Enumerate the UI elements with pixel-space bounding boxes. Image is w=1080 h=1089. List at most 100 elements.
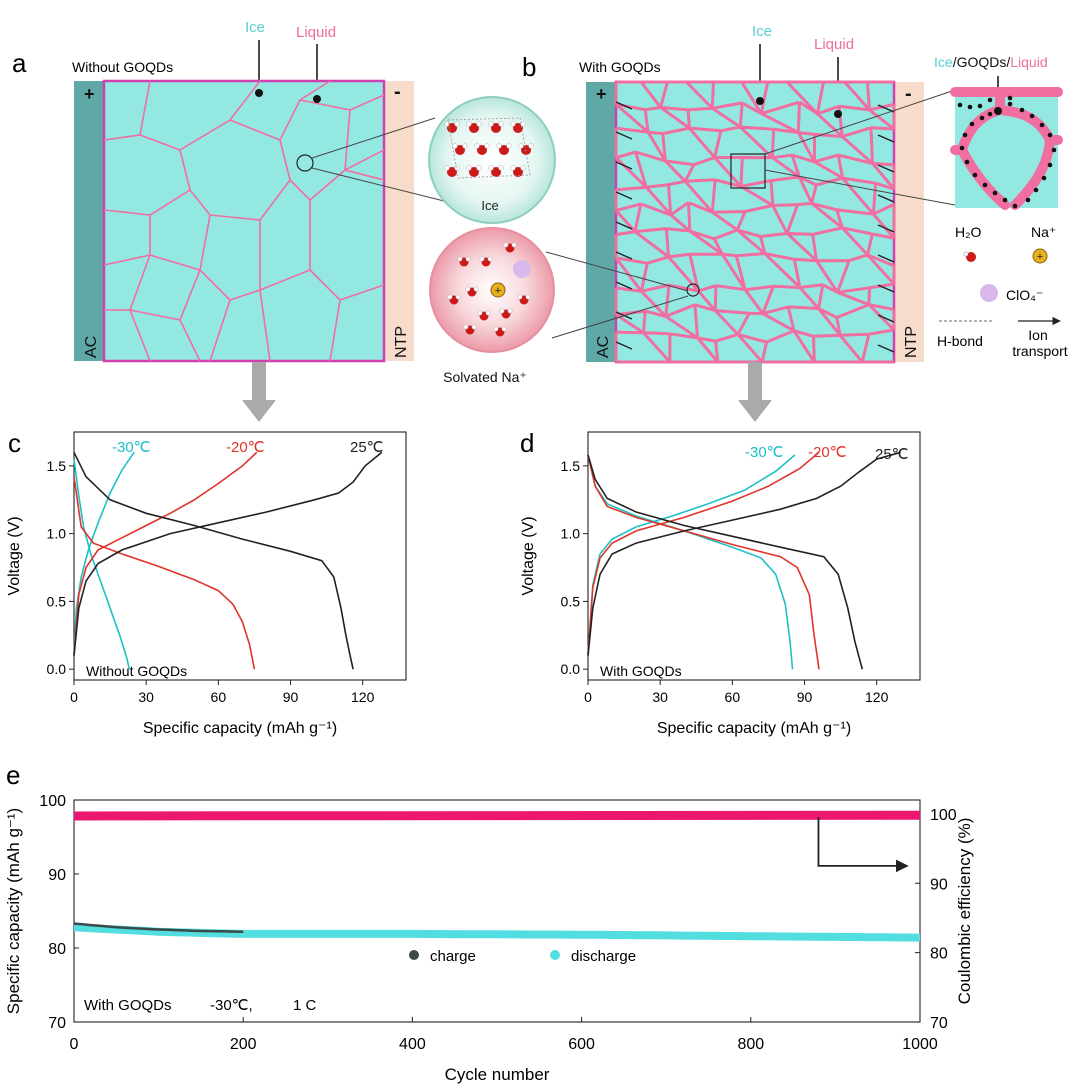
ice-zoom-caption: Ice <box>481 198 498 213</box>
panel-b-ntp-label: NTP <box>903 326 920 358</box>
panel-b-schematic: With GOQDs Ice Liquid + - AC NTP <box>545 23 956 364</box>
y-tick-label: 0.0 <box>561 661 581 677</box>
x-tick-label: 600 <box>568 1036 595 1053</box>
solvated-na-circle: + <box>429 227 555 353</box>
plot-frame <box>73 431 407 681</box>
x-tick-label: 60 <box>211 689 227 705</box>
y-axis-label: Voltage (V) <box>6 516 23 595</box>
panel-b-ice-label: Ice <box>752 23 772 40</box>
plot-frame <box>587 431 921 681</box>
charge-series <box>73 922 244 933</box>
x-axis-label: Cycle number <box>445 1065 550 1084</box>
gray-arrow-b <box>738 362 772 422</box>
y-tick-label: 1.0 <box>47 526 67 542</box>
y-tick-label: 1.5 <box>47 458 67 474</box>
panel-a-ntp-electrode <box>384 81 414 361</box>
chart-annotation: Without GOQDs <box>86 663 187 679</box>
y-tick-label: 90 <box>48 867 66 884</box>
legend-charge-label: charge <box>430 948 476 965</box>
ce-axis-arrow <box>817 817 909 873</box>
x-tick-label: 90 <box>797 689 813 705</box>
series-label: -30℃ <box>745 444 784 461</box>
y2-tick-label: 80 <box>930 946 948 963</box>
panel-a-plus: + <box>84 84 95 104</box>
panel-b-title: With GOQDs <box>579 59 661 75</box>
panel-letter-a: a <box>12 48 27 78</box>
panel-a-minus: - <box>394 81 401 103</box>
y-tick-label: 0.5 <box>47 593 67 609</box>
gray-arrow-a <box>242 362 276 422</box>
series-label: -20℃ <box>226 439 265 456</box>
series-label: -30℃ <box>112 439 151 456</box>
x-tick-label: 60 <box>725 689 741 705</box>
y-tick-label: 0.0 <box>47 661 67 677</box>
legend-h2o: H₂O <box>955 224 982 240</box>
x-tick-label: 1000 <box>902 1036 938 1053</box>
series-label: 25℃ <box>350 439 384 456</box>
series-discharge-line <box>73 458 131 670</box>
y-tick-label: 80 <box>48 941 66 958</box>
panel-a-title: Without GOQDs <box>72 59 173 75</box>
legend-charge-marker <box>409 950 419 960</box>
panel-letter-d: d <box>520 428 534 458</box>
legend-clo4: ClO₄⁻ <box>1006 287 1043 303</box>
panel-b-liquid-label: Liquid <box>814 36 854 53</box>
svg-text:+: + <box>495 285 501 297</box>
y-axis-label: Specific capacity (mAh g⁻¹) <box>4 808 23 1014</box>
panel-letter-c: c <box>8 428 21 458</box>
panel-a-liquid-label: Liquid <box>296 24 336 41</box>
legend-ion-1: Ion <box>1028 327 1047 343</box>
series-charge-line <box>587 454 796 656</box>
x-tick-label: 120 <box>351 689 375 705</box>
y-tick-label: 1.5 <box>561 458 581 474</box>
series-charge-line <box>587 451 820 656</box>
series-discharge-line <box>587 454 820 670</box>
panel-b-ntp-electrode <box>894 82 924 362</box>
schematic-legend: H₂O Na⁺ + ClO₄⁻ H-bond Ion transport <box>937 224 1068 359</box>
panel-b-ac-electrode <box>586 82 616 362</box>
chart-e: 0 200 400 600 800 1000 70 80 90 100 70 80 90 100 Cycle… <box>4 793 974 1084</box>
x-tick-label: 0 <box>584 689 592 705</box>
x-tick-label: 0 <box>70 1036 79 1053</box>
solvated-na-caption: Solvated Na⁺ <box>443 369 527 385</box>
legend-ion-2: transport <box>1012 343 1067 359</box>
y2-axis-label: Coulombic efficiency (%) <box>955 818 974 1005</box>
x-axis-label: Specific capacity (mAh g⁻¹) <box>143 720 337 737</box>
x-tick-label: 200 <box>230 1036 257 1053</box>
panel-b-electrolyte <box>614 80 896 364</box>
x-tick-label: 30 <box>652 689 668 705</box>
panel-a-schematic: Without GOQDs Ice Liquid + - AC NTP <box>72 19 449 363</box>
x-tick-label: 0 <box>70 689 78 705</box>
series-discharge-line <box>587 454 794 670</box>
ice-zoom-circle: Ice <box>428 96 556 224</box>
y-tick-label: 0.5 <box>561 593 581 609</box>
panel-a-ac-electrode <box>74 81 104 361</box>
annotation-goqds: With GOQDs <box>84 997 172 1014</box>
x-tick-label: 30 <box>138 689 154 705</box>
y-tick-label: 100 <box>39 793 66 810</box>
series-discharge-line <box>587 454 864 670</box>
y2-tick-label: 100 <box>930 807 957 824</box>
x-tick-label: 90 <box>283 689 299 705</box>
series-charge-line <box>587 451 902 656</box>
panel-a-grain-boundaries <box>103 80 385 362</box>
y-axis-label: Voltage (V) <box>520 516 537 595</box>
panel-b-ac-label: AC <box>595 336 612 358</box>
y2-tick-label: 70 <box>930 1015 948 1032</box>
plot-frame <box>73 799 921 1023</box>
chart-d: 0 30 60 90 120 0.0 0.5 1.0 1.5 Specific capacity … <box>520 431 921 737</box>
x-tick-label: 120 <box>865 689 889 705</box>
x-tick-label: 400 <box>399 1036 426 1053</box>
panel-letter-e: e <box>6 760 20 790</box>
ce-series <box>73 810 921 821</box>
x-axis-label: Specific capacity (mAh g⁻¹) <box>657 720 851 737</box>
annotation-rate: 1 C <box>293 997 317 1014</box>
panel-a-ice-label: Ice <box>245 19 265 36</box>
panel-letter-b: b <box>522 52 536 82</box>
chart-c: 0 30 60 90 120 0.0 0.5 1.0 1.5 Specific capacity … <box>6 431 407 737</box>
zoom-title: Ice/GOQDs/Liquid <box>934 54 1048 70</box>
series-charge-line <box>73 451 135 656</box>
series-label: 25℃ <box>875 446 909 463</box>
series-discharge-line <box>73 476 256 670</box>
